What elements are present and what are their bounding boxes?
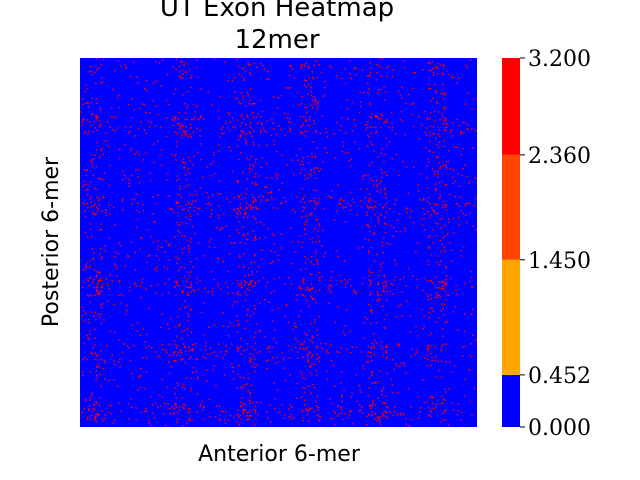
colorbar-tick-label: 2.360 <box>528 144 591 169</box>
colorbar <box>502 58 520 427</box>
y-axis-label: Posterior 6-mer <box>39 156 64 327</box>
colorbar-segment-2 <box>502 154 520 260</box>
colorbar-tick-label: 0.000 <box>528 416 591 441</box>
chart-title: UT Exon Heatmap <box>160 0 394 23</box>
chart-subtitle: 12mer <box>234 25 319 55</box>
colorbar-tick-label: 3.200 <box>528 47 591 72</box>
colorbar-tick-labels: 0.000 0.452 1.450 2.360 3.200 <box>520 47 591 441</box>
heatmap-background <box>80 58 477 427</box>
x-axis-label: Anterior 6-mer <box>198 442 361 467</box>
colorbar-segment-3 <box>502 58 520 155</box>
colorbar-tick-label: 1.450 <box>528 249 591 274</box>
colorbar-tick-label: 0.452 <box>528 364 591 389</box>
colorbar-segment-0 <box>502 374 520 427</box>
colorbar-segment-1 <box>502 259 520 375</box>
heatmap-plot-area <box>80 58 477 427</box>
